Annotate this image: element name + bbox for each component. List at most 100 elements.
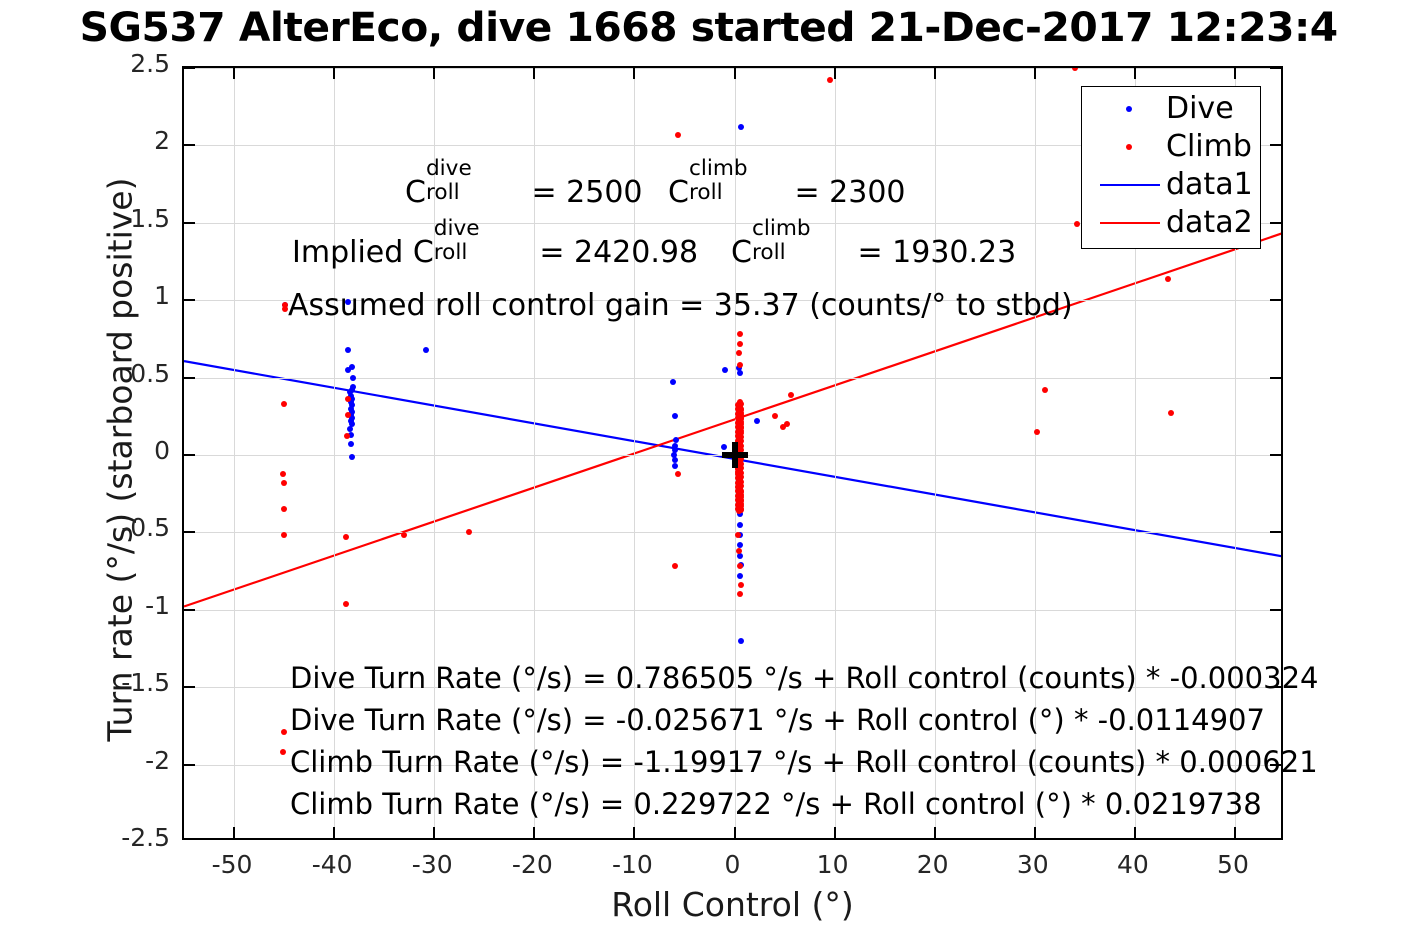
data-point-climb <box>344 433 351 440</box>
page-title-text: SG537 AlterEco, dive 1668 started 21-Dec… <box>79 5 1338 51</box>
y-axis-tick <box>184 531 195 534</box>
y-axis-tick <box>1270 686 1281 689</box>
legend-marker-swatch <box>1126 144 1132 150</box>
data-point-climb <box>735 349 742 356</box>
data-point-climb <box>345 396 352 403</box>
legend-label: data2 <box>1166 205 1253 240</box>
legend-label: Climb <box>1166 129 1252 164</box>
data-point-climb <box>783 421 790 428</box>
x-axis-tick <box>1133 68 1136 79</box>
x-tick-label: 40 <box>1116 850 1149 879</box>
x-tick-label: -50 <box>211 850 253 879</box>
x-axis-tick <box>333 827 336 838</box>
data-point-climb <box>282 306 289 313</box>
legend-item-data1[interactable]: data1 <box>1082 166 1260 204</box>
gridline-horizontal <box>184 145 1281 147</box>
regression-equation-line-1: Dive Turn Rate (°/s) = 0.786505 °/s + Ro… <box>290 661 1319 695</box>
y-tick-label: 2 <box>154 126 170 156</box>
data-point-climb <box>675 470 682 477</box>
data-point-dive <box>348 393 355 400</box>
y-axis-tick <box>1270 531 1281 534</box>
x-axis-tick <box>233 68 236 79</box>
gridline-vertical <box>434 68 436 838</box>
data-point-climb <box>1033 428 1040 435</box>
y-tick-label: 1 <box>154 281 170 311</box>
legend-item-climb[interactable]: Climb <box>1082 128 1260 166</box>
x-axis-tick <box>633 68 636 79</box>
x-tick-label: 10 <box>816 850 849 879</box>
data-point-climb <box>345 411 352 418</box>
gridline-horizontal <box>184 532 1281 534</box>
legend-line-swatch <box>1100 222 1160 224</box>
data-point-dive <box>345 366 352 373</box>
x-tick-label: -20 <box>511 850 553 879</box>
y-tick-label: -2.5 <box>121 823 170 852</box>
data-point-climb <box>281 479 288 486</box>
gridline-vertical <box>834 68 836 838</box>
data-point-dive <box>349 386 356 393</box>
gridline-horizontal <box>184 609 1281 611</box>
data-point-climb <box>672 563 679 570</box>
data-point-climb <box>280 749 287 756</box>
x-axis-tick <box>533 827 536 838</box>
x-tick-label: -30 <box>411 850 453 879</box>
legend-item-dive[interactable]: Dive <box>1082 90 1260 128</box>
data-point-dive <box>737 123 744 130</box>
y-tick-label: 0.5 <box>130 358 170 388</box>
data-point-dive <box>672 462 679 469</box>
y-axis-tick <box>1270 763 1281 766</box>
data-point-climb <box>771 413 778 420</box>
data-point-dive <box>349 402 356 409</box>
data-point-climb <box>734 532 741 539</box>
data-point-climb <box>736 340 743 347</box>
x-tick-label: 0 <box>724 850 741 879</box>
x-axis-tick <box>1233 827 1236 838</box>
x-axis-tick <box>1033 827 1036 838</box>
x-tick-label: 50 <box>1217 850 1249 879</box>
origin-plus-marker <box>721 442 748 468</box>
data-point-climb <box>282 301 289 308</box>
data-point-climb <box>737 582 744 589</box>
legend-label: Dive <box>1166 91 1234 126</box>
data-point-dive <box>721 444 728 451</box>
y-axis-tick <box>184 299 195 302</box>
gridline-horizontal <box>184 300 1281 302</box>
data-point-dive <box>736 521 743 528</box>
data-point-climb <box>280 470 287 477</box>
data-point-climb <box>281 506 288 513</box>
legend-label: data1 <box>1166 167 1253 202</box>
data-point-climb <box>1167 410 1174 417</box>
gridline-vertical <box>534 68 536 838</box>
data-point-dive <box>348 399 355 406</box>
data-point-dive <box>345 346 352 353</box>
y-axis-tick <box>1270 221 1281 224</box>
legend-item-data2[interactable]: data2 <box>1082 204 1260 242</box>
data-point-climb <box>466 529 473 536</box>
gridline-vertical <box>234 68 236 838</box>
x-axis-tick <box>533 68 536 79</box>
data-point-climb <box>281 729 288 736</box>
data-point-dive <box>350 374 357 381</box>
data-point-dive <box>348 405 355 412</box>
data-point-dive <box>349 414 356 421</box>
data-point-dive <box>349 408 356 415</box>
data-point-climb <box>736 362 743 369</box>
y-tick-label: -1.5 <box>121 668 170 698</box>
data-point-climb <box>343 600 350 607</box>
y-axis-tick <box>184 454 195 456</box>
y-tick-label: 1.5 <box>130 203 170 233</box>
x-axis-label: Roll Control (°) <box>611 885 854 924</box>
data-point-climb <box>735 507 742 514</box>
y-axis-tick <box>1270 376 1281 379</box>
data-point-dive <box>348 411 355 418</box>
y-axis-tick <box>184 144 195 147</box>
data-point-climb <box>281 400 288 407</box>
data-point-dive <box>736 510 743 517</box>
x-axis-tick <box>833 827 836 838</box>
x-axis-tick <box>233 827 236 838</box>
gridline-vertical <box>1134 68 1136 838</box>
regression-equation-line-3: Climb Turn Rate (°/s) = -1.19917 °/s + R… <box>290 745 1318 779</box>
